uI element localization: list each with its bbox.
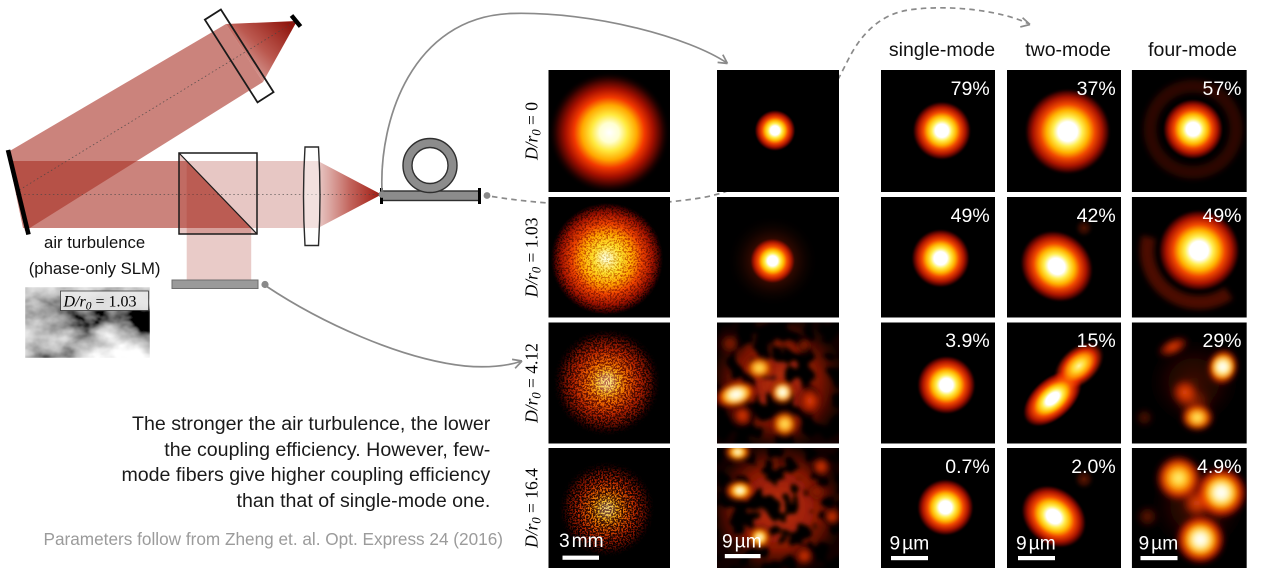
svg-text:9µm: 9 µm xyxy=(722,532,762,553)
svg-text:9µm: 9 µm xyxy=(1016,534,1056,555)
svg-text:D/r0 = 1.03: D/r0 = 1.03 xyxy=(522,217,544,298)
svg-text:D/r0 = 16.4: D/r0 = 16.4 xyxy=(522,468,544,549)
svg-text:9µm: 9 µm xyxy=(1139,534,1179,555)
svg-text:D/r0 = 1.03: D/r0 = 1.03 xyxy=(63,294,137,313)
svg-text:D/r0 = 4.12: D/r0 = 4.12 xyxy=(522,343,544,424)
svg-text:9µm: 9 µm xyxy=(890,534,930,555)
svg-text:D/r0 = 0: D/r0 = 0 xyxy=(522,102,544,161)
svg-text:3mm: 3 mm xyxy=(559,531,604,552)
